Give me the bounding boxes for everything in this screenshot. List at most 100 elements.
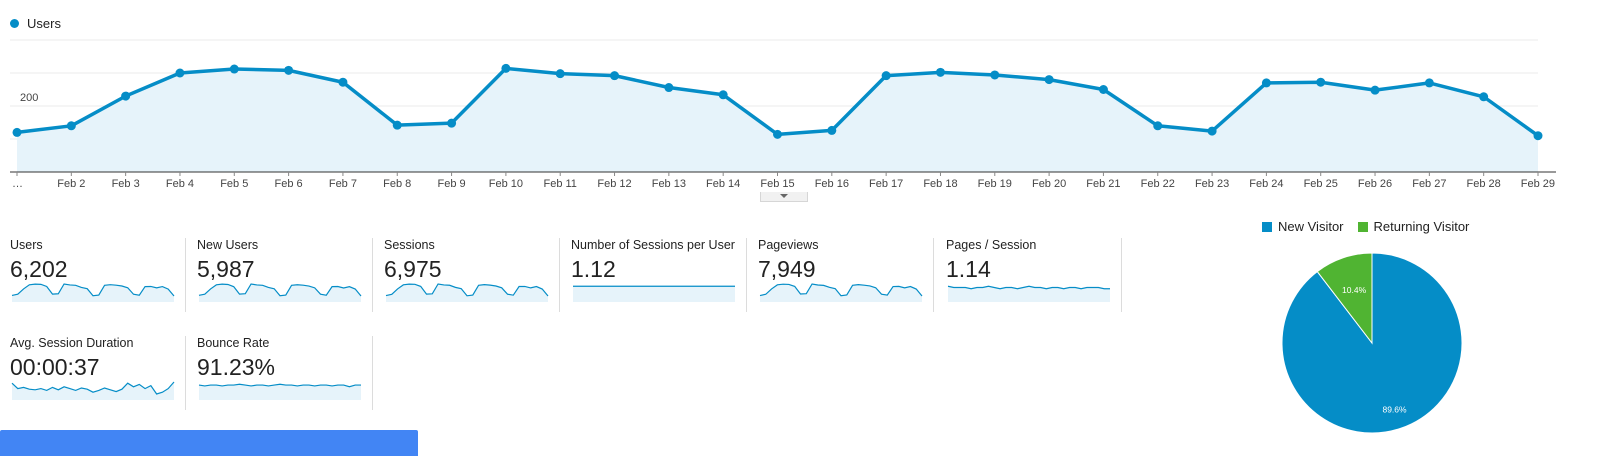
visitor-type-pie-chart: 89.6% 10.4% [1281, 252, 1463, 434]
users-data-point[interactable] [1424, 78, 1434, 88]
users-data-point[interactable] [66, 121, 76, 131]
pie-legend-item-returning[interactable]: Returning Visitor [1357, 219, 1470, 234]
users-data-point[interactable] [555, 69, 565, 79]
metric-label: Bounce Rate [197, 336, 270, 350]
metric-sparkline [759, 283, 923, 302]
x-tick-label: Feb 4 [166, 178, 194, 190]
x-tick-label: Feb 12 [597, 178, 631, 190]
sparkline-fill [12, 284, 174, 302]
metric-label: Pageviews [758, 238, 819, 252]
x-tick-label: Feb 5 [220, 178, 248, 190]
metric-label: Sessions [384, 238, 435, 252]
metric-value: 00:00:37 [10, 354, 100, 380]
users-data-point[interactable] [501, 63, 511, 73]
metric-sparkline [11, 283, 175, 302]
metric-avg-session-duration[interactable]: Avg. Session Duration 00:00:37 [10, 336, 186, 410]
pie-legend-swatch-new [1262, 221, 1272, 232]
users-data-point[interactable] [392, 120, 402, 130]
metric-sparkline [198, 383, 361, 400]
sparkline-line [198, 383, 361, 388]
metric-value: 6,975 [384, 256, 442, 282]
x-tick-label: Feb 15 [760, 178, 794, 190]
y-tick-label: 200 [20, 92, 38, 104]
x-tick-label: Feb 2 [57, 178, 85, 190]
users-legend[interactable]: Users [10, 16, 61, 31]
users-data-point[interactable] [1207, 126, 1217, 136]
sparkline-fill [12, 382, 174, 400]
sparkline-fill [760, 284, 922, 302]
sparkline-fill [573, 286, 735, 302]
metric-pages-session[interactable]: Pages / Session 1.14 [946, 238, 1122, 312]
users-area-fill [17, 68, 1538, 172]
metric-label: Avg. Session Duration [10, 336, 134, 350]
x-tick-label: Feb 6 [275, 178, 303, 190]
metric-label: Users [10, 238, 43, 252]
metric-value: 91.23% [197, 354, 276, 380]
users-data-point[interactable] [935, 67, 945, 77]
metric-sessions[interactable]: Sessions 6,975 [384, 238, 560, 312]
y-tick-label: 400 [20, 36, 38, 38]
pie-legend-item-new[interactable]: New Visitor [1262, 219, 1344, 234]
users-data-point[interactable] [284, 65, 294, 75]
users-data-point[interactable] [1098, 85, 1108, 94]
metric-sparkline [573, 285, 735, 302]
users-data-point[interactable] [610, 71, 620, 81]
x-tick-label: Feb 25 [1304, 178, 1338, 190]
users-data-point[interactable] [664, 83, 674, 93]
users-data-point[interactable] [1316, 77, 1326, 87]
users-data-point[interactable] [121, 91, 131, 101]
users-legend-dot [10, 19, 19, 28]
users-data-point[interactable] [1479, 92, 1489, 102]
x-tick-label: Feb 11 [543, 178, 576, 190]
users-data-point[interactable] [1153, 121, 1163, 131]
metric-value: 6,202 [10, 256, 68, 282]
metric-users[interactable]: Users 6,202 [10, 238, 186, 312]
metric-value: 1.12 [571, 256, 616, 282]
chart-collapse-handle[interactable] [760, 192, 808, 202]
pie-slice-label: 89.6% [1382, 404, 1407, 414]
metric-label: Pages / Session [946, 238, 1037, 252]
metric-value: 1.14 [946, 256, 991, 282]
x-tick-label: Feb 14 [706, 178, 740, 190]
users-data-point[interactable] [229, 64, 239, 74]
metric-number-of-sessions-per-user[interactable]: Number of Sessions per User 1.12 [571, 238, 747, 312]
metric-label: Number of Sessions per User [571, 238, 735, 252]
x-tick-label: Feb 3 [112, 178, 140, 190]
users-data-point[interactable] [12, 127, 22, 137]
users-data-point[interactable] [718, 90, 728, 100]
x-tick-label: Feb 22 [1141, 178, 1175, 190]
chevron-down-icon [780, 194, 788, 198]
pie-legend-swatch-returning [1357, 221, 1368, 232]
pie-legend-label-new: New Visitor [1278, 219, 1344, 234]
x-tick-label: Feb 28 [1467, 178, 1501, 190]
users-data-point[interactable] [773, 129, 782, 139]
metric-bounce-rate[interactable]: Bounce Rate 91.23% [197, 336, 373, 410]
metric-value: 5,987 [197, 256, 255, 282]
users-data-point[interactable] [827, 125, 837, 135]
users-data-point[interactable] [881, 71, 891, 81]
users-data-point[interactable] [1533, 131, 1543, 141]
x-tick-label: … [12, 178, 23, 190]
bottom-action-bar[interactable] [0, 430, 418, 456]
users-data-point[interactable] [1044, 75, 1054, 85]
x-tick-label: Feb 26 [1358, 178, 1392, 190]
pie-slice-returning-visitor[interactable] [1316, 252, 1373, 345]
sparkline-line [759, 283, 923, 297]
users-data-point[interactable] [447, 118, 457, 128]
x-tick-label: Feb 9 [438, 178, 466, 190]
pie-legend-label-returning: Returning Visitor [1373, 219, 1470, 234]
users-data-point[interactable] [1370, 85, 1380, 95]
metric-value: 7,949 [758, 256, 816, 282]
metric-new-users[interactable]: New Users 5,987 [197, 238, 373, 312]
users-data-point[interactable] [990, 70, 1000, 80]
metric-pageviews[interactable]: Pageviews 7,949 [758, 238, 934, 312]
users-data-point[interactable] [175, 68, 185, 78]
users-data-point[interactable] [1261, 78, 1271, 88]
sparkline-line [11, 381, 175, 395]
metric-sparkline [947, 285, 1110, 302]
metric-sparkline [198, 283, 362, 302]
x-tick-label: Feb 20 [1032, 178, 1066, 190]
sparkline-fill [199, 384, 361, 400]
users-data-point[interactable] [338, 77, 348, 87]
